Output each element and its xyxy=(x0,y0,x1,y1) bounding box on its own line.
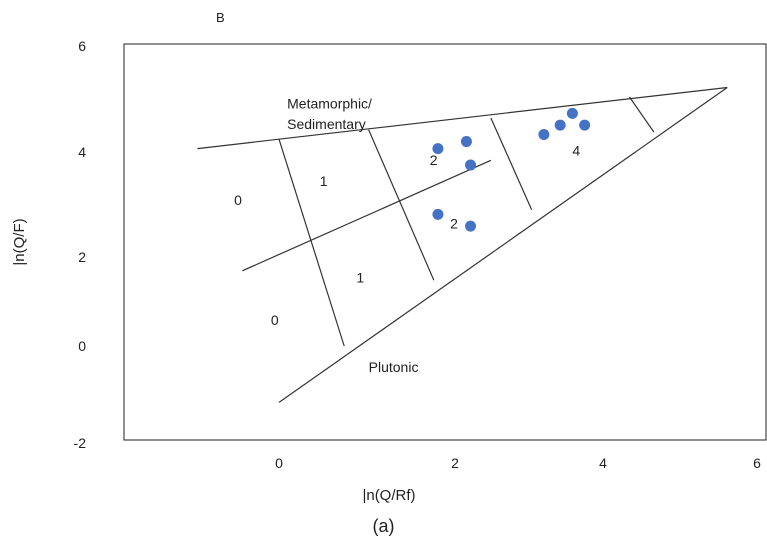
y-tick-label-4: 4 xyxy=(78,144,86,160)
boundary-line-4 xyxy=(278,139,345,347)
y-axis-label: |n(Q/F) xyxy=(11,218,28,265)
annotation-4: 0 xyxy=(234,192,242,208)
y-tick-label-2: 2 xyxy=(78,249,86,265)
annotation-1: Metamorphic/ xyxy=(287,96,372,112)
boundary-line-5 xyxy=(368,129,435,281)
x-tick-label-4: 4 xyxy=(599,455,607,471)
region-labels: Metamorphic/Sedimentary Plutonic 0 0 1 1 2 2 4 xyxy=(234,96,580,375)
annotation-8: 2 xyxy=(430,152,438,168)
panel-letter: B xyxy=(216,10,225,25)
data-point-2 xyxy=(460,136,472,148)
data-point-4 xyxy=(432,208,444,220)
annotation-3: Plutonic xyxy=(369,359,419,375)
data-point-9 xyxy=(579,119,591,131)
data-point-8 xyxy=(566,107,578,119)
boundary-line-7 xyxy=(628,96,655,133)
x-tick-label-6: 6 xyxy=(753,455,761,471)
data-point-3 xyxy=(465,159,477,171)
boundary-line-2 xyxy=(278,87,728,403)
x-tick-label-0: 0 xyxy=(275,455,283,471)
data-points xyxy=(432,107,591,232)
annotation-9: 2 xyxy=(450,216,458,232)
annotation-2: Sedimentary xyxy=(287,116,366,132)
boundary-line-3 xyxy=(242,159,492,272)
annotation-5: 0 xyxy=(271,312,279,328)
boundary-lines xyxy=(197,86,728,403)
annotation-7: 1 xyxy=(356,270,364,286)
x-tick-label-2: 2 xyxy=(451,455,459,471)
x-axis-label: |n(Q/Rf) xyxy=(362,487,415,504)
annotation-10: 4 xyxy=(572,143,580,159)
data-point-1 xyxy=(432,143,444,155)
data-point-7 xyxy=(554,119,566,131)
annotation-6: 1 xyxy=(320,173,328,189)
y-tick-label-0: 0 xyxy=(78,338,86,354)
data-point-5 xyxy=(465,220,477,232)
y-tick-label-6: 6 xyxy=(78,38,86,54)
data-point-6 xyxy=(538,129,550,140)
axis-ticks: 0 2 4 6 6 4 2 0 -2 xyxy=(74,38,762,471)
boundary-line-1 xyxy=(197,86,728,150)
plot-frame xyxy=(123,43,767,441)
y-tick-label--2: -2 xyxy=(74,435,87,451)
boundary-line-6 xyxy=(490,117,533,210)
figure-caption: (a) xyxy=(372,516,395,536)
